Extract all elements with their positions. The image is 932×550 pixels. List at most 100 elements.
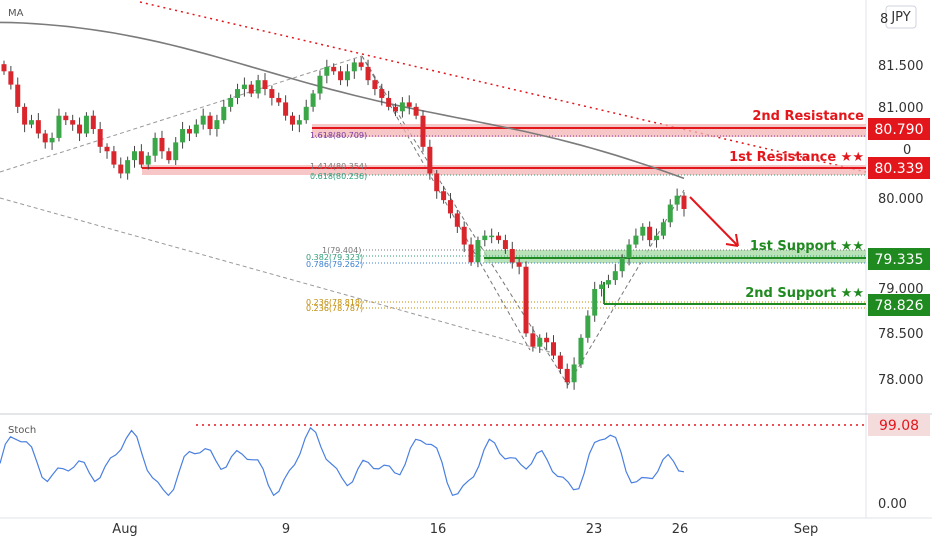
indicator-label[interactable]: MA — [8, 8, 24, 19]
candle[interactable] — [619, 257, 625, 272]
candle[interactable] — [255, 80, 261, 94]
candle[interactable] — [365, 66, 371, 81]
resistance-zone-2[interactable] — [312, 124, 866, 137]
candle[interactable] — [537, 337, 543, 347]
candle[interactable] — [406, 102, 412, 107]
candle[interactable] — [8, 71, 14, 85]
candle[interactable] — [241, 84, 247, 90]
candle[interactable] — [83, 115, 89, 134]
candle[interactable] — [626, 244, 632, 258]
symbol-badge[interactable] — [885, 5, 917, 29]
candle[interactable] — [379, 89, 385, 98]
candle[interactable] — [180, 129, 186, 143]
resistance-zone-1[interactable] — [142, 165, 866, 175]
channel-line-upper[interactable] — [0, 55, 363, 173]
candle[interactable] — [132, 151, 138, 161]
candle[interactable] — [557, 355, 563, 369]
candle[interactable] — [647, 226, 653, 241]
candle[interactable] — [399, 102, 405, 112]
moving-average-line[interactable] — [0, 21, 685, 180]
candle[interactable] — [523, 266, 529, 334]
candle[interactable] — [530, 333, 536, 347]
candle[interactable] — [145, 155, 151, 165]
candle[interactable] — [571, 364, 577, 383]
candle[interactable] — [550, 342, 556, 356]
candle[interactable] — [1, 64, 7, 72]
candle[interactable] — [97, 129, 103, 147]
candle[interactable] — [564, 368, 570, 383]
candle[interactable] — [612, 271, 618, 281]
candle[interactable] — [660, 222, 666, 236]
candle[interactable] — [489, 235, 495, 238]
candle[interactable] — [22, 106, 28, 125]
candle[interactable] — [303, 106, 309, 121]
stoch-line[interactable] — [0, 426, 685, 497]
candle[interactable] — [118, 164, 124, 174]
candle[interactable] — [358, 62, 364, 67]
candle[interactable] — [516, 262, 522, 267]
candle[interactable] — [605, 280, 611, 285]
candle[interactable] — [248, 84, 254, 94]
candle[interactable] — [633, 235, 639, 245]
candle[interactable] — [310, 93, 316, 107]
fib-leg-1[interactable] — [361, 55, 489, 259]
candle[interactable] — [344, 71, 350, 81]
candle[interactable] — [509, 248, 515, 263]
candle[interactable] — [111, 151, 117, 165]
candle[interactable] — [413, 106, 419, 116]
stoch-label[interactable]: Stoch — [8, 425, 36, 436]
candle[interactable] — [592, 288, 598, 316]
candle[interactable] — [228, 97, 234, 107]
candle[interactable] — [49, 137, 55, 143]
candle[interactable] — [468, 244, 474, 263]
candle[interactable] — [667, 204, 673, 223]
candle[interactable] — [578, 337, 584, 365]
candle[interactable] — [441, 191, 447, 201]
candle[interactable] — [544, 337, 550, 343]
candle[interactable] — [475, 240, 481, 263]
candle[interactable] — [159, 137, 165, 152]
candle[interactable] — [296, 120, 302, 125]
candle[interactable] — [138, 151, 144, 165]
descending-trendline[interactable] — [139, 1, 867, 173]
candle[interactable] — [173, 142, 179, 161]
candle[interactable] — [351, 62, 357, 72]
candle[interactable] — [15, 84, 21, 107]
candle[interactable] — [90, 115, 96, 130]
projection-arrow-line[interactable] — [689, 196, 739, 247]
candle[interactable] — [283, 102, 289, 116]
candle[interactable] — [28, 120, 34, 125]
candle[interactable] — [427, 146, 433, 174]
candle[interactable] — [461, 226, 467, 245]
candle[interactable] — [434, 173, 440, 192]
candle[interactable] — [393, 106, 399, 112]
candle[interactable] — [207, 115, 213, 130]
candle[interactable] — [331, 66, 337, 72]
candle[interactable] — [289, 115, 295, 125]
candle[interactable] — [269, 89, 275, 98]
candle[interactable] — [235, 89, 241, 98]
fib-leg-3[interactable] — [567, 189, 685, 386]
candle[interactable] — [654, 235, 660, 241]
candle[interactable] — [496, 235, 502, 241]
candle[interactable] — [585, 315, 591, 338]
candle[interactable] — [70, 120, 76, 125]
candle[interactable] — [386, 97, 392, 107]
candle[interactable] — [200, 115, 206, 125]
candle[interactable] — [276, 97, 282, 103]
candle[interactable] — [63, 115, 69, 121]
candle[interactable] — [420, 115, 426, 147]
candle[interactable] — [214, 120, 220, 130]
candle[interactable] — [262, 80, 268, 90]
candle[interactable] — [317, 75, 323, 94]
candle[interactable] — [166, 151, 172, 161]
candle[interactable] — [454, 213, 460, 227]
candle[interactable] — [447, 200, 453, 214]
candle[interactable] — [56, 115, 62, 138]
channel-line-lower[interactable] — [0, 197, 551, 353]
candle[interactable] — [681, 195, 687, 209]
candle[interactable] — [42, 133, 48, 143]
candle[interactable] — [599, 284, 605, 289]
candle[interactable] — [221, 106, 227, 121]
